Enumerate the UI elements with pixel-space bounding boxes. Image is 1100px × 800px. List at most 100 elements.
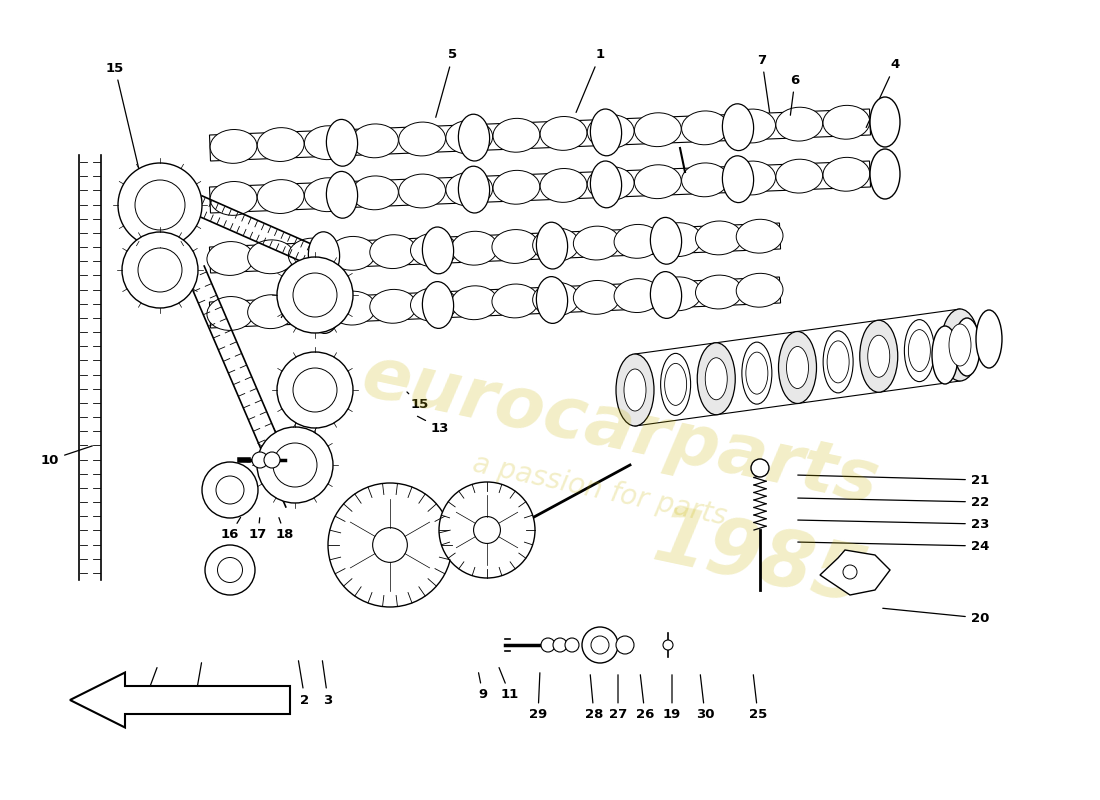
Ellipse shape [422,282,453,328]
Ellipse shape [932,326,958,384]
Text: 4: 4 [866,58,900,127]
Ellipse shape [451,231,498,265]
Ellipse shape [308,286,340,334]
Polygon shape [209,223,781,273]
Ellipse shape [614,225,661,258]
Ellipse shape [954,318,980,376]
Ellipse shape [370,290,417,323]
Text: 22: 22 [798,495,989,509]
Ellipse shape [650,218,682,264]
Ellipse shape [736,219,783,253]
Text: a passion for parts: a passion for parts [471,450,729,530]
Ellipse shape [308,232,340,278]
Ellipse shape [459,114,490,161]
Circle shape [663,640,673,650]
Ellipse shape [728,109,776,143]
Circle shape [843,565,857,579]
Text: 1985: 1985 [646,500,873,620]
Polygon shape [209,277,781,328]
Ellipse shape [909,330,931,372]
Ellipse shape [210,182,257,215]
Ellipse shape [823,106,870,139]
Ellipse shape [786,346,808,389]
Ellipse shape [587,114,634,149]
Ellipse shape [410,233,458,267]
Ellipse shape [329,237,376,270]
Text: 5: 5 [436,49,458,118]
Text: 7: 7 [758,54,770,112]
Circle shape [205,545,255,595]
Circle shape [293,368,337,412]
Ellipse shape [661,354,691,415]
Ellipse shape [532,228,580,262]
Ellipse shape [776,107,823,141]
Text: 21: 21 [798,474,989,486]
Text: 10: 10 [41,446,92,466]
Ellipse shape [823,331,854,393]
Text: 14: 14 [135,668,157,706]
Ellipse shape [695,221,743,255]
Ellipse shape [537,277,568,323]
Ellipse shape [904,320,934,382]
Circle shape [751,459,769,477]
Ellipse shape [492,284,539,318]
Ellipse shape [493,170,540,204]
Text: 19: 19 [663,674,681,722]
Circle shape [591,636,609,654]
Ellipse shape [741,342,772,404]
Text: 18: 18 [276,518,294,542]
Circle shape [328,483,452,607]
Ellipse shape [682,163,728,197]
Circle shape [218,558,242,582]
Circle shape [293,273,337,317]
Circle shape [118,163,202,247]
Ellipse shape [870,149,900,199]
Ellipse shape [370,234,417,269]
Ellipse shape [288,293,336,327]
Ellipse shape [654,277,702,310]
Ellipse shape [327,119,358,166]
Ellipse shape [827,341,849,383]
Circle shape [216,476,244,504]
Ellipse shape [352,176,398,210]
Polygon shape [820,550,890,595]
Text: 3: 3 [322,661,332,706]
Text: 28: 28 [585,674,603,722]
Circle shape [122,232,198,308]
Text: 6: 6 [791,74,800,115]
Ellipse shape [870,97,900,147]
Circle shape [565,638,579,652]
FancyArrow shape [70,673,290,727]
Ellipse shape [257,180,304,214]
Ellipse shape [493,118,540,152]
Ellipse shape [779,331,816,403]
Ellipse shape [616,354,654,426]
Circle shape [252,452,268,468]
Ellipse shape [210,130,257,163]
Text: 8: 8 [282,291,297,318]
Ellipse shape [635,165,681,198]
Ellipse shape [776,159,823,193]
Ellipse shape [352,124,398,158]
Ellipse shape [682,111,728,145]
Ellipse shape [459,166,490,213]
Circle shape [616,636,634,654]
Ellipse shape [446,120,493,154]
Circle shape [541,638,556,652]
Text: 29: 29 [529,673,547,722]
Ellipse shape [257,128,304,162]
Ellipse shape [650,272,682,318]
Ellipse shape [823,158,870,191]
Ellipse shape [976,310,1002,368]
Circle shape [264,452,280,468]
Text: 9: 9 [478,673,487,702]
Text: 12: 12 [186,662,205,706]
Ellipse shape [654,222,702,257]
Text: 30: 30 [695,674,714,722]
Ellipse shape [736,274,783,307]
Ellipse shape [327,171,358,218]
Ellipse shape [614,278,661,313]
Text: 25: 25 [749,674,767,722]
Ellipse shape [695,275,743,309]
Ellipse shape [949,324,971,366]
